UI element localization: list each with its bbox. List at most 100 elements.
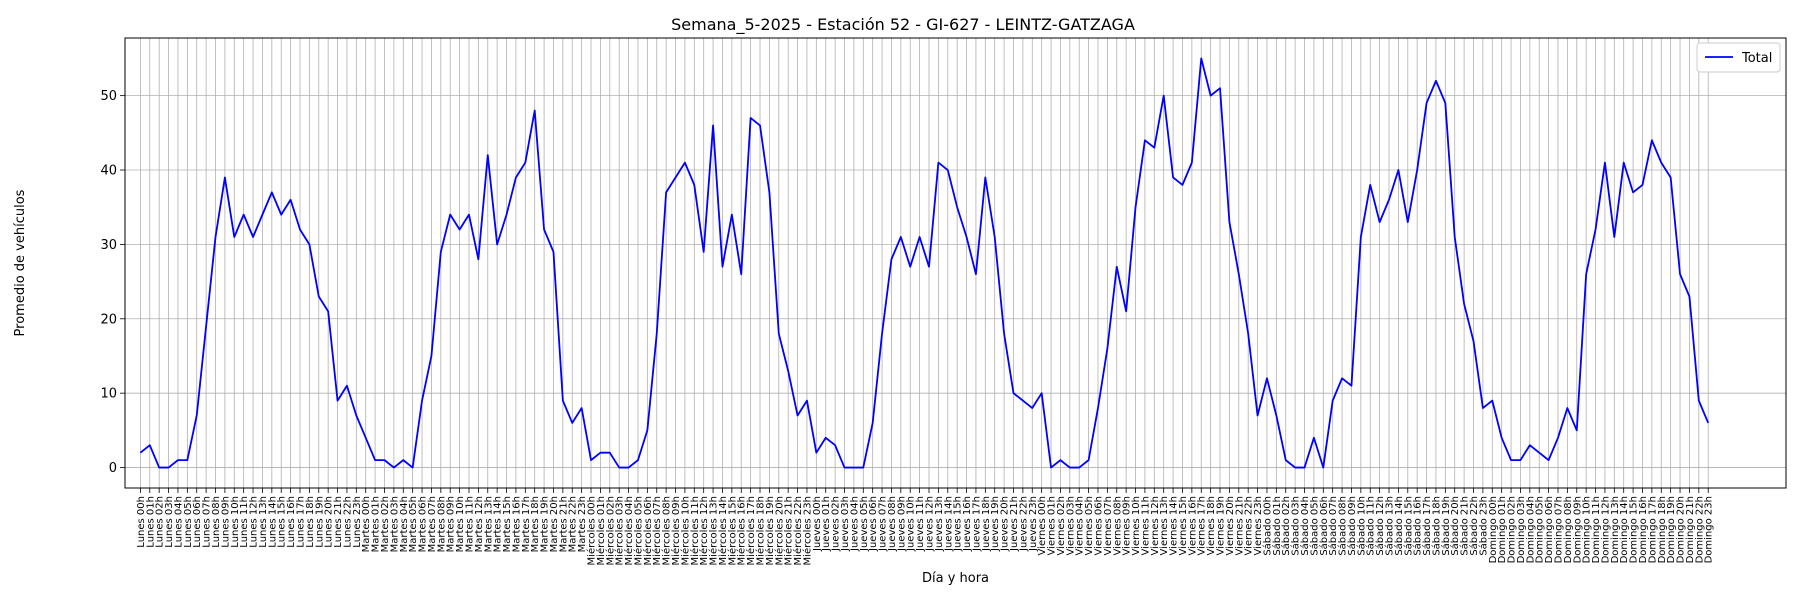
x-tick-label: Jueves 19h: [990, 496, 1001, 552]
x-tick-label: Viernes 08h: [1112, 496, 1123, 555]
x-tick-label: Miércoles 05h: [632, 496, 644, 565]
chart-title: Semana_5-2025 - Estación 52 - GI-627 - L…: [671, 15, 1135, 35]
x-tick-label: Miércoles 03h: [614, 496, 626, 565]
x-tick-label: Jueves 00h: [812, 496, 823, 552]
x-tick-label: Martes 05h: [408, 496, 419, 552]
x-tick-label: Martes 19h: [540, 496, 551, 552]
x-tick-label: Sábado 00h: [1261, 496, 1273, 556]
x-tick-label: Martes 15h: [502, 496, 513, 552]
x-tick-label: Domingo 01h: [1497, 496, 1508, 563]
x-tick-label: Jueves 21h: [1009, 496, 1020, 552]
x-tick-label: Lunes 04h: [173, 496, 184, 548]
x-tick-label: Viernes 12h: [1150, 496, 1161, 555]
x-tick-label: Jueves 08h: [887, 496, 898, 552]
series-line-total: [139, 57, 1710, 469]
plot-frame: [124, 37, 1787, 489]
x-tick-label: Domingo 18h: [1657, 496, 1668, 563]
x-tick-label: Lunes 17h: [295, 496, 306, 548]
x-tick-label: Martes 07h: [427, 496, 438, 552]
x-tick-label: Domingo 17h: [1647, 496, 1658, 563]
x-tick-label: Domingo 19h: [1666, 496, 1677, 563]
x-tick-label: Jueves 17h: [971, 496, 982, 552]
x-tick-label: Domingo 09h: [1572, 496, 1583, 563]
x-axis-label: Día y hora: [922, 571, 989, 586]
x-tick-label: Miércoles 20h: [773, 496, 785, 565]
legend-label-total: Total: [1741, 51, 1772, 66]
x-tick-label: Viernes 13h: [1159, 496, 1170, 555]
y-tick-label: 40: [100, 164, 117, 179]
x-tick-label: Sábado 22h: [1468, 496, 1480, 556]
x-tick-label: Viernes 02h: [1056, 496, 1067, 555]
x-tick-label: Viernes 18h: [1206, 496, 1217, 555]
x-tick-label: Viernes 00h: [1037, 496, 1048, 555]
x-tick-label: Sábado 13h: [1384, 496, 1396, 556]
y-axis: 0 10 20 30 40 50: [100, 89, 125, 476]
x-tick-label: Martes 22h: [568, 496, 579, 552]
x-tick-label: Viernes 15h: [1178, 496, 1189, 555]
x-tick-label: Lunes 05h: [183, 496, 194, 548]
grid: [125, 38, 1786, 488]
x-tick-label: Jueves 09h: [896, 496, 907, 552]
x-tick-label: Miércoles 10h: [679, 496, 691, 565]
x-tick-label: Miércoles 18h: [755, 496, 767, 565]
x-tick-label: Domingo 02h: [1507, 496, 1518, 563]
x-tick-label: Viernes 10h: [1131, 496, 1142, 555]
x-tick-label: Viernes 14h: [1169, 496, 1180, 555]
y-tick-label: 0: [109, 461, 117, 476]
x-tick-label: Martes 21h: [558, 496, 569, 552]
x-tick-label: Sábado 14h: [1393, 496, 1405, 556]
x-tick-label: Martes 11h: [464, 496, 475, 552]
x-tick-label: Miércoles 09h: [670, 496, 682, 565]
x-tick-label: Viernes 23h: [1253, 496, 1264, 555]
x-tick-label: Viernes 21h: [1234, 496, 1245, 555]
x-tick-label: Jueves 14h: [943, 496, 954, 552]
x-tick-label: Jueves 20h: [1000, 496, 1011, 552]
x-tick-label: Domingo 00h: [1488, 496, 1499, 563]
x-tick-label: Martes 20h: [549, 496, 560, 552]
x-tick-label: Lunes 22h: [342, 496, 353, 548]
x-tick-label: Miércoles 23h: [801, 496, 813, 565]
x-tick-label: Viernes 07h: [1103, 496, 1114, 555]
x-tick-label: Jueves 12h: [924, 496, 935, 552]
x-tick-label: Lunes 10h: [230, 496, 241, 548]
y-axis-label: Promedio de vehículos: [13, 189, 28, 336]
x-tick-label: Jueves 18h: [981, 496, 992, 552]
x-tick-label: Miércoles 14h: [717, 496, 729, 565]
x-tick-label: Viernes 03h: [1065, 496, 1076, 555]
x-tick-label: Martes 03h: [389, 496, 400, 552]
x-tick-label: Sábado 20h: [1449, 496, 1461, 556]
x-tick-label: Jueves 02h: [831, 496, 842, 552]
x-tick-label: Miércoles 12h: [698, 496, 710, 565]
x-tick-label: Lunes 07h: [202, 496, 213, 548]
x-tick-label: Domingo 11h: [1591, 496, 1602, 563]
x-tick-label: Viernes 19h: [1216, 496, 1227, 555]
x-tick-label: Domingo 14h: [1619, 496, 1630, 563]
x-tick-label: Viernes 09h: [1122, 496, 1133, 555]
x-tick-label: Sábado 10h: [1355, 496, 1367, 556]
x-tick-label: Lunes 18h: [305, 496, 316, 548]
x-tick-label: Sábado 17h: [1421, 496, 1433, 556]
x-tick-label: Miércoles 19h: [764, 496, 776, 565]
x-tick-label: Martes 14h: [493, 496, 504, 552]
x-tick-label: Domingo 07h: [1553, 496, 1564, 563]
x-tick-label: Martes 17h: [521, 496, 532, 552]
x-tick-label: Viernes 16h: [1187, 496, 1198, 555]
y-tick-label: 10: [100, 387, 117, 402]
x-tick-label: Lunes 21h: [333, 496, 344, 548]
x-tick-label: Lunes 09h: [220, 496, 231, 548]
x-tick-label: Miércoles 15h: [726, 496, 738, 565]
x-tick-label: Lunes 01h: [145, 496, 156, 548]
x-tick-label: Martes 00h: [361, 496, 372, 552]
x-tick-label: Viernes 01h: [1047, 496, 1058, 555]
x-tick-label: Sábado 04h: [1299, 496, 1311, 556]
x-tick-label: Martes 04h: [399, 496, 410, 552]
legend-box: [1696, 42, 1781, 73]
x-tick-label: Miércoles 17h: [745, 496, 757, 565]
x-tick-label: Viernes 04h: [1075, 496, 1086, 555]
x-tick-label: Lunes 19h: [314, 496, 325, 548]
x-tick-label: Lunes 12h: [249, 496, 260, 548]
x-tick-label: Miércoles 01h: [595, 496, 607, 565]
x-tick-label: Jueves 16h: [962, 496, 973, 552]
x-tick-label: Jueves 22h: [1018, 496, 1029, 552]
x-tick-label: Jueves 04h: [849, 496, 860, 552]
